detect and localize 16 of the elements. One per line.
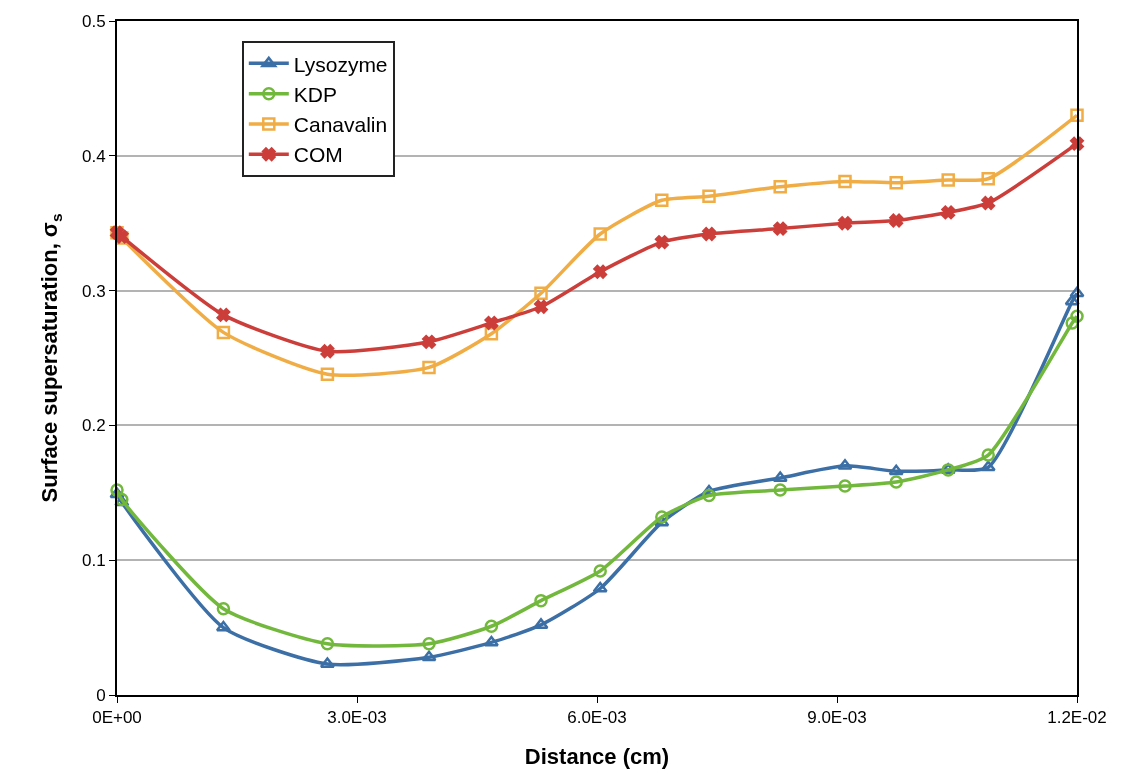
x-tick-label: 3.0E-03	[327, 708, 387, 728]
legend-label: Lysozyme	[293, 52, 388, 76]
legend-label: COM	[293, 143, 343, 167]
y-tick-label: 0	[96, 685, 106, 705]
x-tick-label: 9.0E-03	[807, 708, 867, 728]
legend-label: KDP	[293, 82, 337, 106]
x-tick-label: 6.0E-03	[567, 708, 627, 728]
legend-label: Canavalin	[293, 113, 388, 137]
y-tick-label: 0.1	[81, 551, 106, 571]
x-tick-label: 0E+00	[92, 708, 142, 728]
y-tick-label: 0.5	[81, 11, 106, 31]
y-tick-label: 0.3	[81, 281, 106, 301]
x-tick-label: 1.2E-02	[1047, 708, 1107, 728]
y-tick-label: 0.4	[81, 146, 106, 166]
y-tick-label: 0.2	[81, 416, 106, 436]
x-axis-title: Distance (cm)	[524, 743, 670, 769]
